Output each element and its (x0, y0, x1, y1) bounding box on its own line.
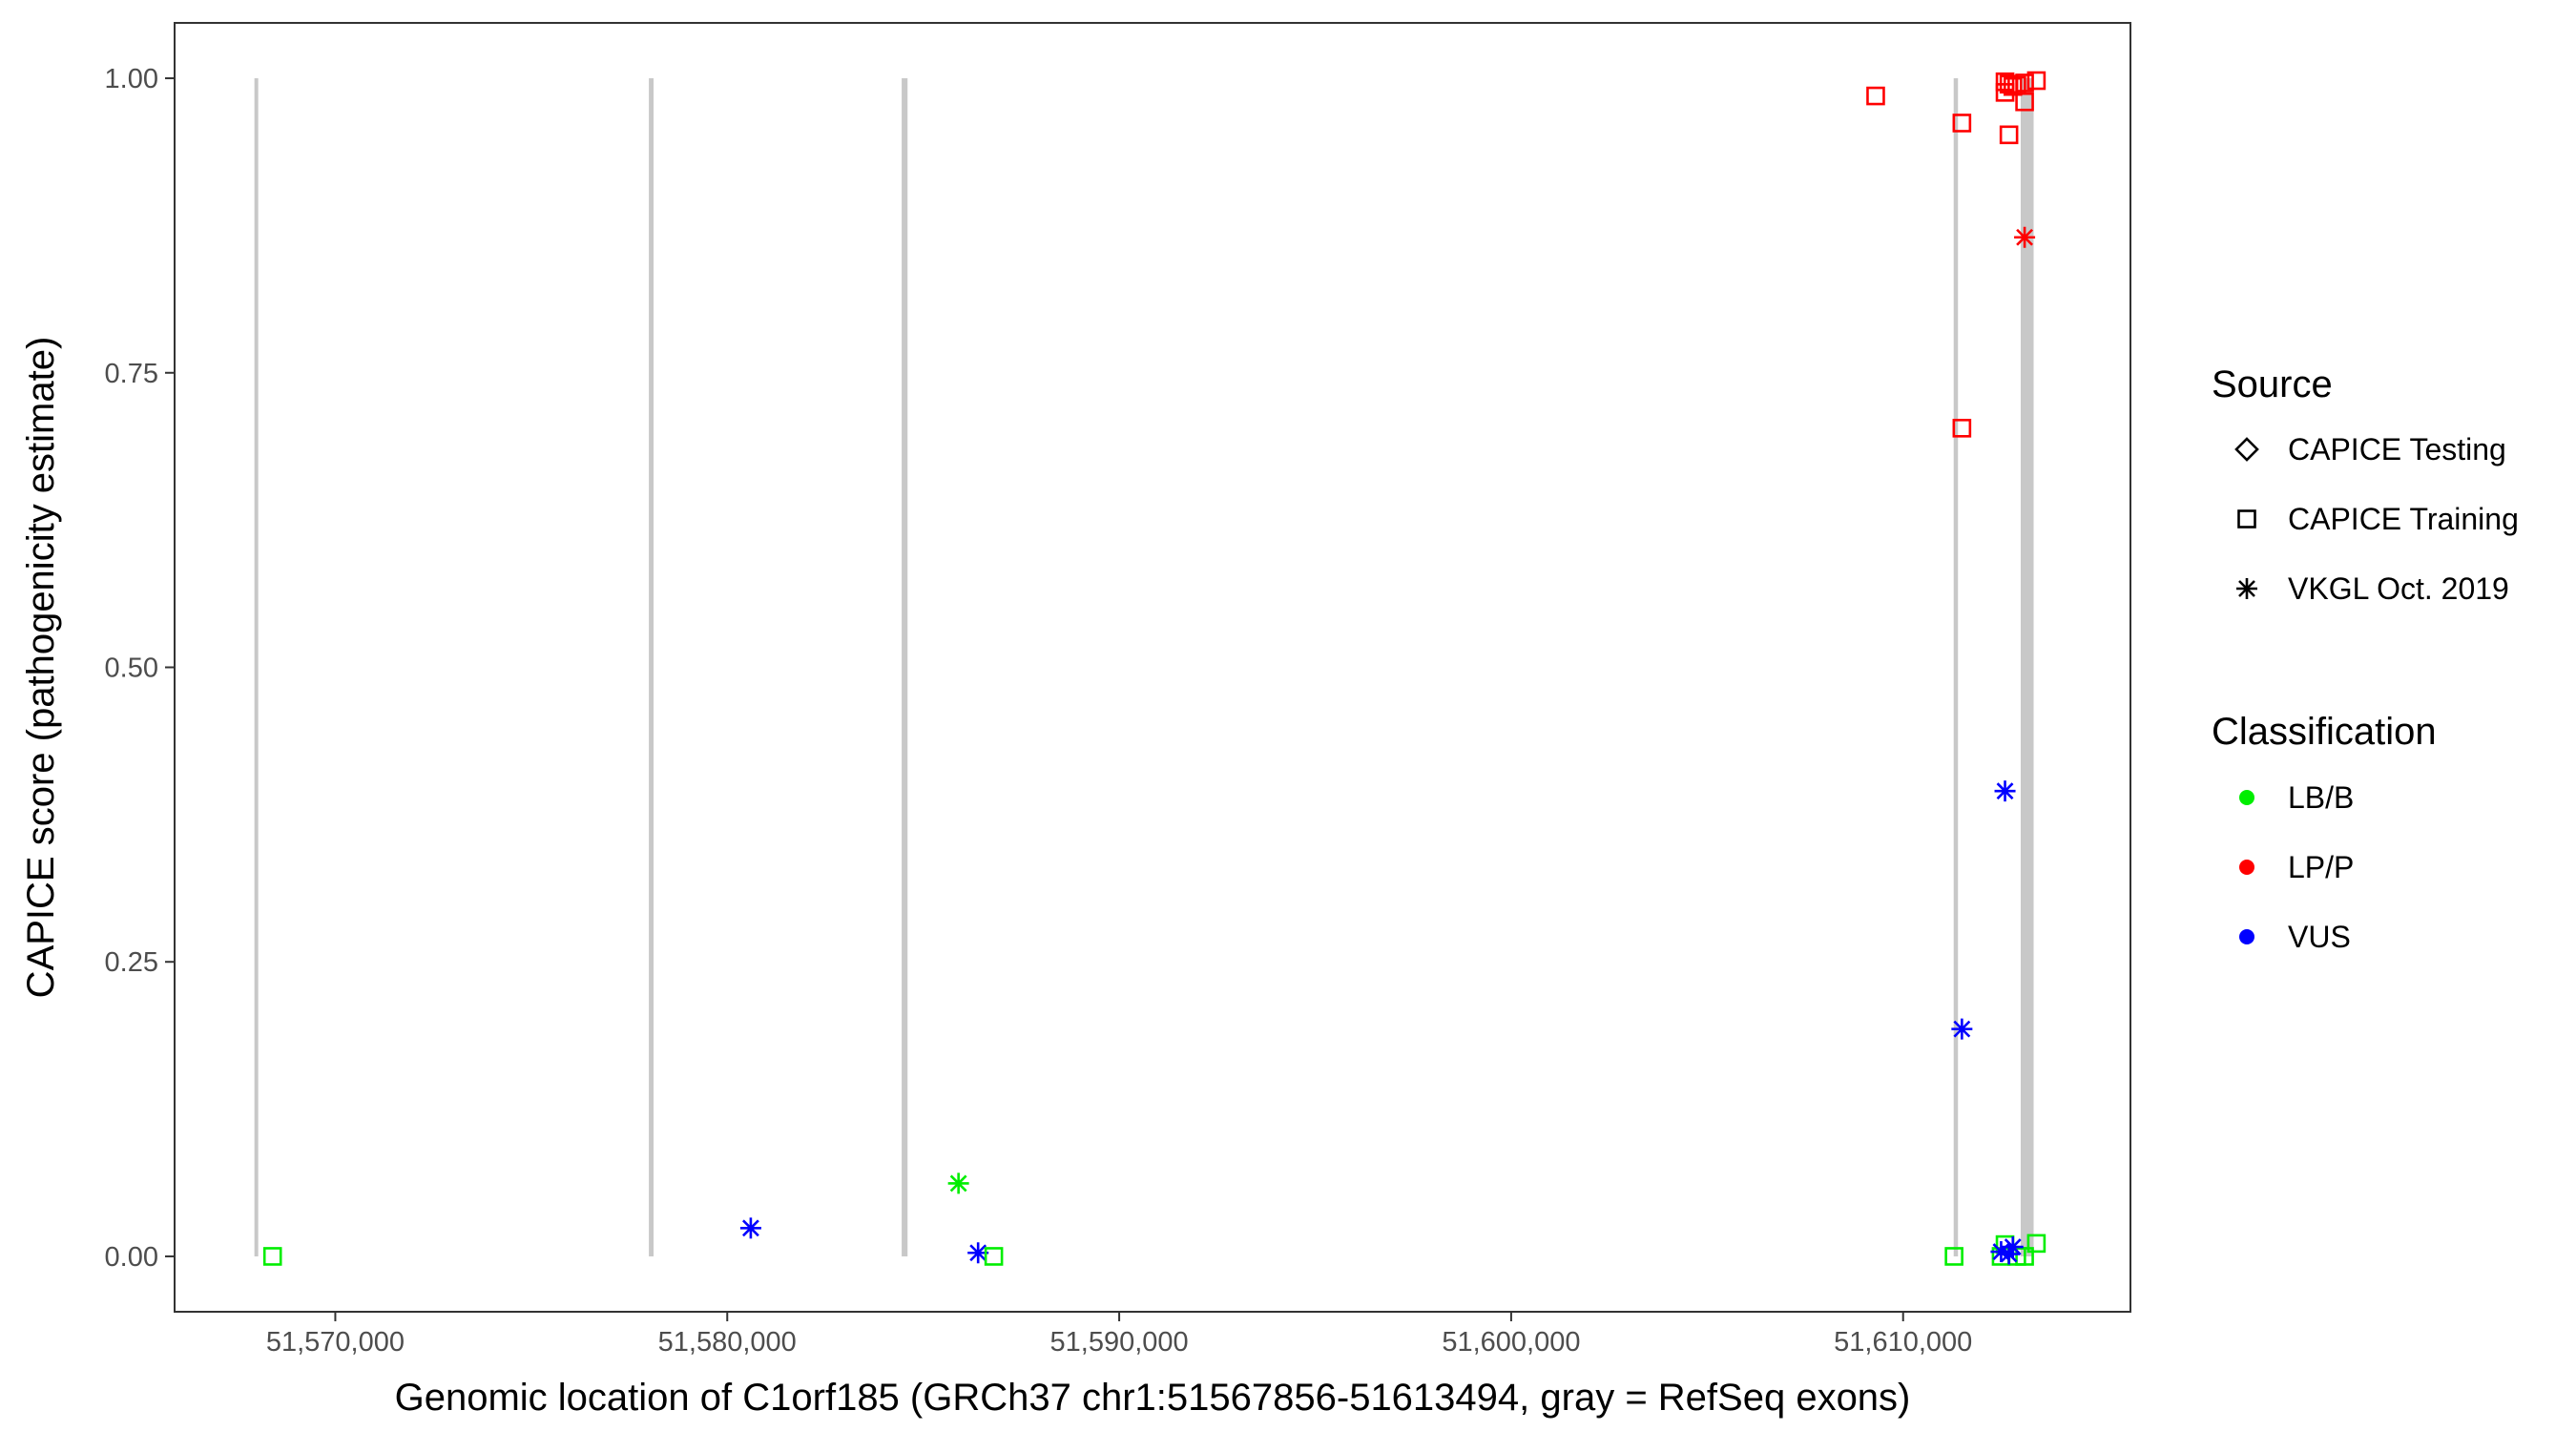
x-tick-label: 51,580,000 (658, 1327, 797, 1358)
legend-source-items: CAPICE Testing CAPICE Training VKGL Oct. 2… (2234, 432, 2519, 606)
data-point (2014, 226, 2036, 248)
legend-key-dot (2239, 860, 2254, 875)
data-point (2015, 92, 2034, 112)
data-point (2015, 1247, 2034, 1266)
legend-source-label: CAPICE Training (2288, 502, 2519, 536)
data-point (739, 1217, 761, 1239)
data-point (1952, 419, 1972, 438)
legend-key-dot (2239, 790, 2254, 805)
x-tick-label: 51,600,000 (1442, 1327, 1580, 1358)
y-tick-label: 0.75 (105, 359, 158, 389)
exon-band (254, 78, 259, 1256)
exon-band (649, 78, 654, 1256)
exon-band (1953, 78, 1959, 1256)
exon-band (2020, 78, 2034, 1256)
y-tick-label: 0.50 (105, 653, 158, 684)
legend-key-square (2237, 509, 2256, 529)
data-points (262, 71, 2046, 1266)
exon-band (902, 78, 908, 1256)
data-point (947, 1172, 969, 1194)
data-point (262, 1247, 282, 1266)
data-point (1944, 1247, 1963, 1266)
y-tick-label: 1.00 (105, 64, 158, 94)
y-axis: 0.00 0.25 0.50 0.75 1.00 (105, 64, 175, 1273)
data-point (1866, 86, 1885, 106)
legend-key-diamond (2234, 437, 2259, 462)
y-tick-label: 0.25 (105, 947, 158, 978)
legend-class-label: LB/B (2288, 780, 2354, 815)
legend-class-label: VUS (2288, 920, 2351, 954)
data-point (1998, 1243, 2020, 1265)
data-point (1952, 114, 1972, 133)
data-point (2026, 1234, 2046, 1254)
exon-bands (254, 78, 2034, 1256)
x-axis-title: Genomic location of C1orf185 (GRCh37 chr… (395, 1377, 1911, 1419)
legend-classification-title: Classification (2212, 711, 2437, 753)
legend-source-title: Source (2212, 363, 2333, 405)
legend-source-label: VKGL Oct. 2019 (2288, 571, 2509, 606)
legend-classification-items: LB/B LP/P VUS (2239, 780, 2354, 954)
x-axis: 51,570,000 51,580,000 51,590,000 51,600,000… (266, 1312, 1972, 1358)
data-point (2015, 73, 2034, 93)
data-point (1951, 1018, 1973, 1040)
data-point (984, 1247, 1004, 1266)
data-point (2026, 71, 2046, 91)
legend-source-label: CAPICE Testing (2288, 432, 2506, 467)
legend-key-dot (2239, 929, 2254, 944)
legend: Source CAPICE Testing CAPICE Training VKGL… (2212, 363, 2519, 954)
data-point (1999, 125, 2019, 145)
x-tick-label: 51,610,000 (1834, 1327, 1972, 1358)
x-tick-label: 51,570,000 (266, 1327, 405, 1358)
data-point (1994, 780, 2016, 802)
legend-key-asterisk (2236, 578, 2257, 599)
legend-class-label: LP/P (2288, 850, 2354, 884)
y-tick-label: 0.00 (105, 1242, 158, 1273)
y-axis-title: CAPICE score (pathogenicity estimate) (20, 337, 62, 999)
x-tick-label: 51,590,000 (1050, 1327, 1189, 1358)
